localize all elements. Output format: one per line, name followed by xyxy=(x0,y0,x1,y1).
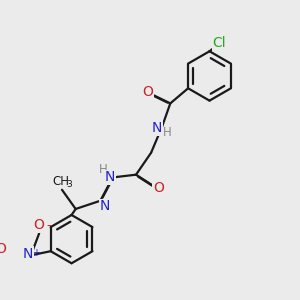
Text: O: O xyxy=(34,218,45,232)
Text: H: H xyxy=(99,163,107,176)
Text: CH: CH xyxy=(52,175,69,188)
Text: O: O xyxy=(0,242,6,256)
Text: +: + xyxy=(32,248,40,258)
Text: -: - xyxy=(46,219,51,232)
Text: N: N xyxy=(100,199,110,213)
Text: N: N xyxy=(152,121,162,135)
Text: Cl: Cl xyxy=(212,36,226,50)
Text: N: N xyxy=(22,247,33,261)
Text: O: O xyxy=(153,182,164,195)
Text: O: O xyxy=(142,85,153,99)
Text: N: N xyxy=(105,170,115,184)
Text: H: H xyxy=(163,126,172,139)
Text: 3: 3 xyxy=(67,180,73,189)
